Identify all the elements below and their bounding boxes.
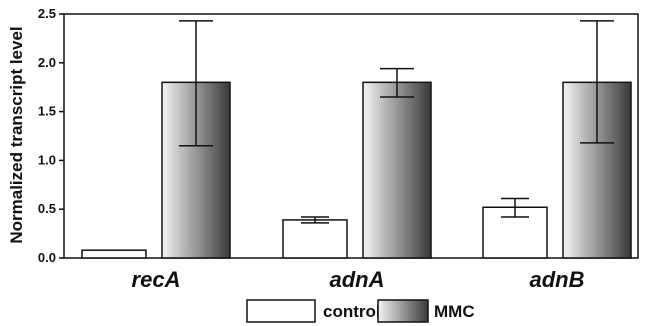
x-category-label: adnA: [330, 267, 385, 292]
y-axis-ticks: 0.0 0.5 1.0 1.5 2.0 2.5: [38, 6, 64, 265]
legend-label-mmc: MMC: [434, 302, 475, 321]
x-axis-labels: recA adnA adnB: [132, 267, 585, 292]
x-category-label: recA: [132, 267, 181, 292]
x-category-label: adnB: [530, 267, 585, 292]
y-tick-label: 1.0: [38, 152, 56, 167]
legend-label-control: control: [323, 302, 381, 321]
y-tick-label: 0.5: [38, 201, 56, 216]
bar-control-recA: [81, 249, 147, 259]
error-bars: [179, 20, 614, 224]
y-axis-label: Normalized transcript level: [7, 26, 26, 243]
plot-border: [63, 13, 639, 259]
plot-frame: [63, 13, 639, 259]
bars: [81, 81, 632, 259]
y-tick-label: 1.5: [38, 104, 56, 119]
legend: control MMC: [246, 299, 475, 323]
y-tick-label: 2.5: [38, 6, 56, 21]
y-tick-label: 2.0: [38, 55, 56, 70]
legend-swatch-control: [246, 299, 316, 323]
bar-mmc-adnA: [362, 81, 432, 259]
y-tick-label: 0.0: [38, 250, 56, 265]
bar-control-adnA: [282, 219, 348, 259]
legend-swatch-mmc: [377, 299, 429, 323]
